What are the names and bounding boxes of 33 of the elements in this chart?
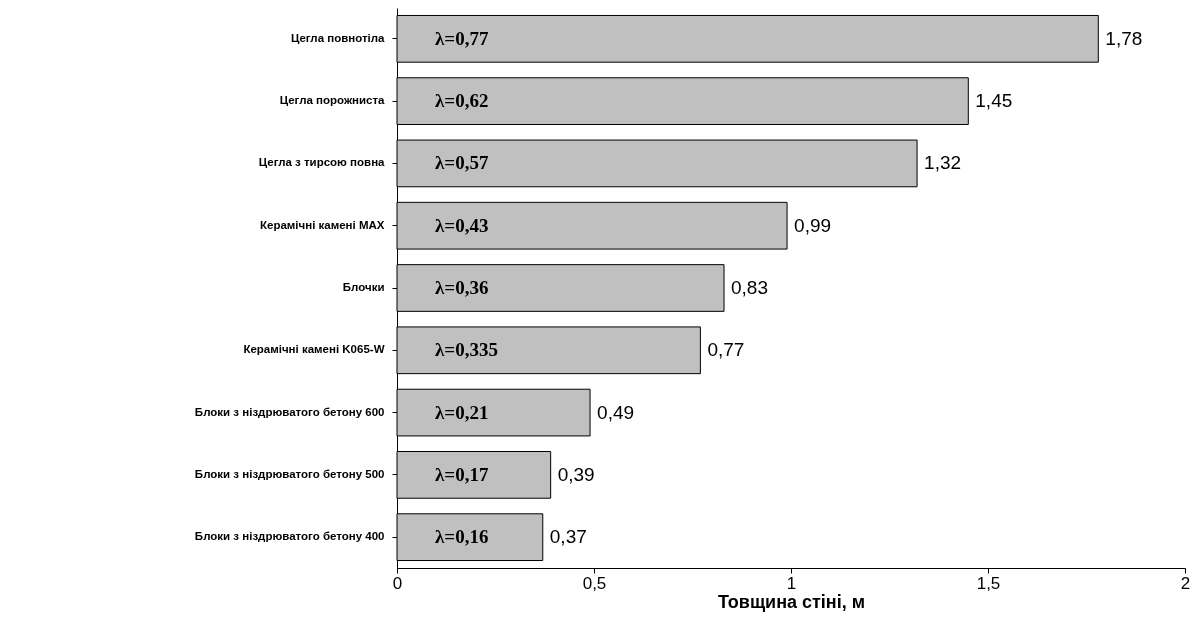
x-tick-label: 1,5	[976, 573, 1001, 593]
x-tick-label: 1	[786, 573, 797, 593]
annotation: λ=0,17	[435, 463, 489, 485]
data-label: 0,37	[549, 526, 587, 548]
annotation: λ=0,36	[435, 277, 489, 298]
y-tick-label: Цегла порожниста	[279, 94, 386, 107]
annotation: λ=0,16	[435, 526, 489, 548]
data-label: 0,77	[707, 339, 745, 361]
annotation: λ=0,57	[435, 152, 489, 174]
annotation: λ=0,21	[435, 401, 489, 423]
y-tick-label: Блоки з ніздрюватого бетону 600	[194, 405, 385, 418]
y-tick-label: Блоки з ніздрюватого бетону 400	[194, 530, 385, 543]
x-tick-label: 0,5	[582, 573, 607, 593]
x-tick-label: 0	[392, 573, 403, 593]
x-axis-title: Товщина стіні, м	[717, 591, 866, 612]
annotation: λ=0,62	[435, 90, 489, 112]
data-label: 0,83	[731, 277, 768, 298]
data-label: 0,49	[597, 401, 635, 423]
y-tick-label: Керамічні камені MAX	[260, 218, 385, 231]
y-tick-label: Блоки з ніздрюватого бетону 500	[194, 467, 385, 480]
y-tick-label: Керамічні камені K065-W	[243, 343, 385, 356]
annotation: λ=0,77	[435, 27, 489, 49]
x-tick-label: 2	[1180, 573, 1191, 593]
data-label: 1,45	[975, 90, 1013, 112]
annotation: λ=0,335	[435, 339, 498, 361]
data-label: 1,78	[1105, 27, 1143, 49]
annotation: λ=0,43	[435, 214, 489, 236]
y-tick-label: Цегла повнотіла	[290, 31, 386, 44]
data-label: 0,39	[557, 463, 595, 485]
y-tick-label: Блочки	[342, 281, 385, 293]
y-tick-label: Цегла з тирсою повна	[258, 156, 386, 169]
data-label: 0,99	[794, 214, 832, 236]
data-label: 1,32	[924, 152, 962, 174]
